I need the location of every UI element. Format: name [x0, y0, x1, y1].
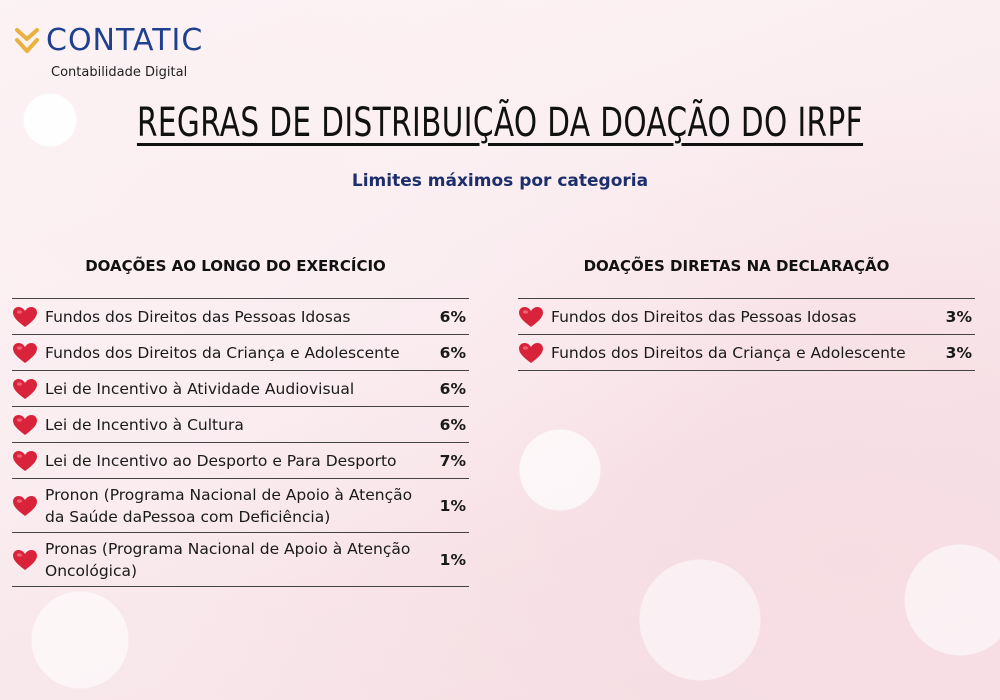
left-column-heading: DOAÇÕES AO LONGO DO EXERCÍCIO — [85, 257, 386, 275]
row-percentage: 1% — [439, 496, 466, 515]
page-subtitle: Limites máximos por categoria — [351, 171, 649, 191]
row-label: Fundos dos Direitos das Pessoas Idosas — [45, 307, 351, 326]
row-label: Lei de Incentivo ao Desporto e Para Desp… — [45, 451, 397, 470]
row-label: Pronas (Programa Nacional de Apoio à Ate… — [45, 539, 411, 580]
left-table: Fundos dos Direitos das Pessoas Idosas 6… — [12, 298, 469, 587]
row-percentage: 1% — [439, 550, 466, 569]
table-row: Pronas (Programa Nacional de Apoio à Ate… — [12, 533, 469, 587]
row-percentage: 7% — [439, 451, 466, 470]
heart-icon — [13, 414, 37, 435]
table-row: Fundos dos Direitos das Pessoas Idosas 6… — [12, 299, 469, 335]
table-row: Lei de Incentivo ao Desporto e Para Desp… — [12, 443, 469, 479]
table-row: Fundos dos Direitos das Pessoas Idosas 3… — [518, 299, 975, 335]
left-column: DOAÇÕES AO LONGO DO EXERCÍCIO Fundos dos… — [12, 255, 469, 587]
heart-icon — [519, 306, 543, 327]
heart-icon — [519, 342, 543, 363]
row-label: Lei de Incentivo à Cultura — [45, 415, 244, 434]
table-row: Fundos dos Direitos da Criança e Adolesc… — [12, 335, 469, 371]
row-percentage: 6% — [439, 307, 466, 326]
table-row: Lei de Incentivo à Atividade Audiovisual… — [12, 371, 469, 407]
heart-icon — [13, 342, 37, 363]
heart-icon — [13, 495, 37, 516]
table-row: Lei de Incentivo à Cultura 6% — [12, 407, 469, 443]
heart-icon — [13, 549, 37, 570]
right-column: DOAÇÕES DIRETAS NA DECLARAÇÃO Fundos dos… — [518, 255, 975, 371]
right-table: Fundos dos Direitos das Pessoas Idosas 3… — [518, 298, 975, 371]
row-percentage: 6% — [439, 343, 466, 362]
brand-name: CONTATIC — [46, 23, 204, 58]
row-label: Pronon (Programa Nacional de Apoio à Ate… — [45, 485, 413, 526]
right-column-heading: DOAÇÕES DIRETAS NA DECLARAÇÃO — [583, 257, 890, 275]
row-label: Lei de Incentivo à Atividade Audiovisual — [45, 379, 355, 398]
row-percentage: 6% — [439, 415, 466, 434]
heart-icon — [13, 306, 37, 327]
brand-tagline: Contabilidade Digital — [51, 65, 188, 80]
row-percentage: 3% — [945, 307, 972, 326]
row-label: Fundos dos Direitos da Criança e Adolesc… — [551, 343, 906, 362]
table-row: Pronon (Programa Nacional de Apoio à Ate… — [12, 479, 469, 533]
brand-logo: CONTATIC — [14, 26, 203, 56]
heart-icon — [13, 378, 37, 399]
row-label: Fundos dos Direitos das Pessoas Idosas — [551, 307, 857, 326]
row-label: Fundos dos Direitos da Criança e Adolesc… — [45, 343, 400, 362]
contatic-logo-icon — [15, 28, 39, 53]
row-percentage: 6% — [439, 379, 466, 398]
page-title: REGRAS DE DISTRIBUIÇÃO DA DOAÇÃO DO IRPF — [136, 100, 864, 146]
heart-icon — [13, 450, 37, 471]
table-row: Fundos dos Direitos da Criança e Adolesc… — [518, 335, 975, 371]
row-percentage: 3% — [945, 343, 972, 362]
